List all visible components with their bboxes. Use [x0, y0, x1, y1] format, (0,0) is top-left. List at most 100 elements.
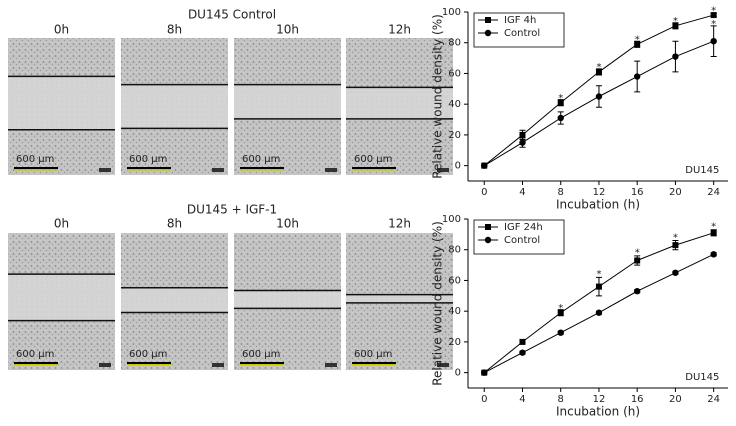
y-tick-label: 80	[448, 38, 461, 49]
time-label: 8h	[167, 23, 182, 37]
x-tick-label: 0	[481, 394, 487, 405]
x-axis-label: Incubation (h)	[556, 198, 640, 212]
significance-mark: *	[711, 5, 716, 16]
y-tick-label: 40	[448, 99, 461, 110]
marker	[595, 68, 602, 75]
x-tick-label: 24	[707, 394, 720, 405]
significance-mark: *	[673, 16, 678, 27]
marker	[481, 369, 488, 376]
legend-box	[473, 219, 565, 255]
legend-label: Control	[504, 235, 540, 246]
significance-mark: *	[596, 62, 601, 73]
legend-label: IGF 24h	[504, 222, 543, 233]
wound-area	[121, 287, 228, 313]
marker	[672, 242, 679, 249]
x-tick-label: 12	[593, 394, 606, 405]
y-tick-label: 60	[448, 275, 461, 286]
significance-mark: *	[711, 222, 716, 233]
time-label: 8h	[167, 217, 182, 231]
stamp	[99, 363, 111, 367]
marker	[672, 53, 679, 60]
scale-bar-under	[127, 169, 171, 171]
stamp	[99, 168, 111, 172]
scale-label: 600 µm	[129, 154, 167, 165]
scale-bar	[240, 362, 284, 364]
x-tick-label: 24	[707, 187, 720, 198]
x-tick-label: 4	[519, 187, 525, 198]
x-tick-label: 8	[558, 394, 564, 405]
significance-mark: *	[558, 303, 563, 314]
legend-marker	[485, 17, 491, 23]
legend-marker	[484, 236, 492, 244]
stamp	[212, 363, 224, 367]
scale-bar-under	[352, 364, 396, 366]
marker	[633, 288, 641, 295]
panel-title: DU145 Control	[188, 8, 276, 22]
scale-bar	[352, 362, 396, 364]
scale-bar	[127, 167, 171, 169]
x-tick-label: 4	[519, 394, 525, 405]
time-label: 0h	[54, 23, 69, 37]
wound-area	[234, 84, 341, 119]
scale-bar	[14, 362, 58, 364]
x-tick-label: 20	[669, 394, 682, 405]
significance-mark: *	[635, 35, 640, 46]
scale-bar-under	[240, 169, 284, 171]
scale-bar	[127, 362, 171, 364]
scale-label: 600 µm	[129, 349, 167, 360]
y-tick-label: 20	[448, 130, 461, 141]
stamp	[325, 168, 337, 172]
time-label: 12h	[388, 217, 411, 231]
marker	[519, 139, 526, 146]
stamp	[325, 363, 337, 367]
y-tick-label: 0	[455, 161, 461, 172]
y-tick-label: 20	[448, 337, 461, 348]
panel-title: DU145 + IGF-1	[187, 203, 277, 217]
y-tick-label: 0	[455, 368, 461, 379]
time-label: 10h	[276, 23, 299, 37]
time-label: 10h	[276, 217, 299, 231]
scale-bar	[240, 167, 284, 169]
stamp	[437, 168, 449, 172]
marker	[595, 309, 603, 316]
marker	[557, 329, 564, 336]
stamp	[437, 363, 449, 367]
x-tick-label: 16	[631, 394, 644, 405]
legend-label: IGF 4h	[504, 15, 536, 26]
legend-box	[473, 12, 565, 48]
marker	[710, 37, 717, 45]
marker	[519, 338, 526, 345]
scale-bar-under	[14, 169, 58, 171]
significance-mark: *	[673, 232, 678, 243]
scale-label: 600 µm	[242, 154, 280, 165]
x-axis-label: Incubation (h)	[556, 405, 640, 419]
significance-mark: *	[596, 269, 601, 280]
panel-label: DU145	[685, 372, 719, 383]
scale-label: 600 µm	[354, 154, 392, 165]
legend-marker	[485, 224, 491, 230]
wound-area	[121, 84, 228, 129]
y-tick-label: 60	[448, 68, 461, 79]
scale-bar-under	[352, 169, 396, 171]
stamp	[212, 168, 224, 172]
marker	[557, 99, 564, 106]
x-tick-label: 16	[631, 187, 644, 198]
scale-label: 600 µm	[242, 349, 280, 360]
marker	[672, 22, 679, 29]
y-axis-label: Relative wound density (%)	[431, 221, 445, 386]
wound-area	[346, 87, 453, 119]
marker	[672, 269, 679, 276]
scale-bar	[352, 167, 396, 169]
legend-marker	[484, 29, 492, 37]
y-tick-label: 100	[442, 214, 461, 225]
x-tick-label: 20	[669, 187, 682, 198]
significance-mark: *	[635, 248, 640, 259]
significance-mark: *	[711, 19, 716, 30]
marker	[519, 131, 526, 138]
wound-area	[8, 76, 115, 130]
marker	[519, 349, 526, 356]
scale-bar-under	[240, 364, 284, 366]
wound-area	[346, 294, 453, 303]
y-tick-label: 80	[448, 245, 461, 256]
